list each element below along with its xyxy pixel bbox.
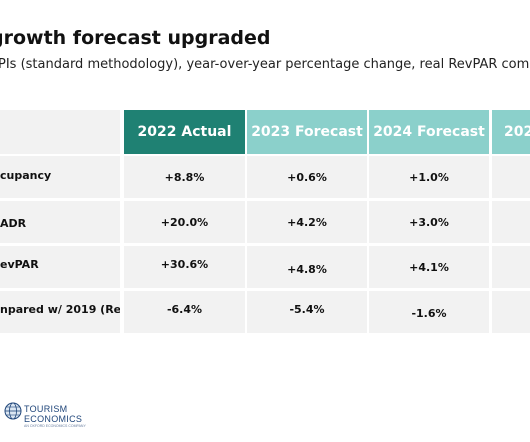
page-title: growth forecast upgraded — [0, 27, 271, 49]
page-subtitle: PIs (standard methodology), year-over-ye… — [0, 57, 530, 72]
row-label-compared-2019: npared w/ 2019 (Real) — [0, 291, 120, 333]
table-cell: +4.1% — [369, 246, 489, 288]
table-cell: +3.0% — [369, 201, 489, 243]
table-cell: -1.6% — [369, 291, 489, 333]
table-cell: +0.6% — [247, 156, 367, 198]
row-label-revpar: evPAR — [0, 246, 120, 288]
table-cell: +1.0% — [369, 156, 489, 198]
tourism-economics-logo: TOURISM ECONOMICS AN OXFORD ECONOMICS CO… — [24, 404, 86, 429]
row-label-adr: ADR — [0, 201, 120, 243]
table-cell: +30.6% — [124, 246, 245, 288]
header-corner-cell — [0, 110, 120, 154]
logo-line2: ECONOMICS — [24, 414, 83, 424]
table-cell: +4.2% — [247, 201, 367, 243]
header-2022-actual: 2022 Actual — [124, 110, 245, 154]
header-2024-forecast: 2024 Forecast — [369, 110, 489, 154]
globe-logo-icon — [4, 402, 22, 425]
table-cell: +8.8% — [124, 156, 245, 198]
logo-tagline: AN OXFORD ECONOMICS COMPANY — [24, 424, 86, 428]
table-cell — [492, 156, 530, 198]
header-2025-forecast: 202 — [492, 110, 530, 154]
table-cell — [492, 291, 530, 333]
table-cell: +20.0% — [124, 201, 245, 243]
table-cell: +4.8% — [247, 246, 367, 288]
table-cell — [492, 201, 530, 243]
table-cell: -6.4% — [124, 291, 245, 333]
logo-line1: TOURISM — [24, 404, 68, 414]
row-label-occupancy: cupancy — [0, 156, 120, 198]
table-cell: -5.4% — [247, 291, 367, 333]
header-2023-forecast: 2023 Forecast — [247, 110, 367, 154]
table-cell — [492, 246, 530, 288]
